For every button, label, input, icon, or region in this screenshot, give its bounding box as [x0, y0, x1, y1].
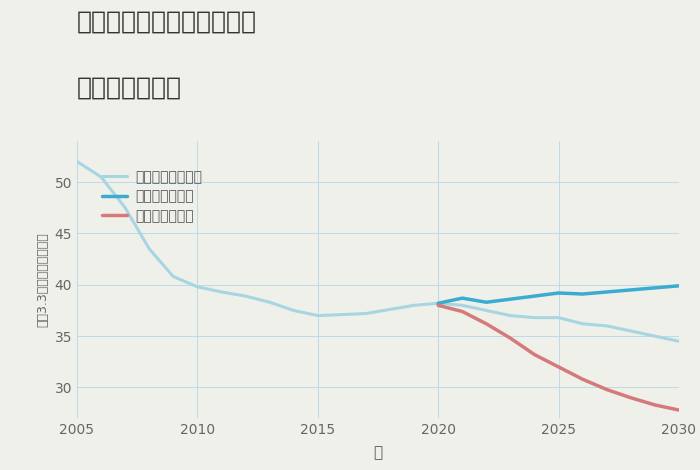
Text: 奈良県奈良市あやめ池北の: 奈良県奈良市あやめ池北の [77, 9, 257, 33]
ノーマルシナリオ [578, 321, 587, 327]
グッドシナリオ [626, 287, 635, 293]
バッドシナリオ [506, 336, 514, 341]
バッドシナリオ [603, 387, 611, 392]
バッドシナリオ [578, 376, 587, 382]
Text: 土地の価格推移: 土地の価格推移 [77, 75, 182, 99]
グッドシナリオ [434, 300, 442, 306]
グッドシナリオ [675, 283, 683, 289]
ノーマルシナリオ [241, 293, 250, 299]
バッドシナリオ [626, 395, 635, 400]
ノーマルシナリオ [626, 328, 635, 334]
グッドシナリオ [458, 295, 466, 301]
グッドシナリオ [531, 293, 539, 299]
Y-axis label: 坪（3.3㎡）単価（万円）: 坪（3.3㎡）単価（万円） [36, 232, 49, 327]
バッドシナリオ [434, 303, 442, 308]
ノーマルシナリオ [169, 274, 178, 279]
バッドシナリオ [482, 321, 491, 327]
グッドシナリオ [506, 297, 514, 302]
Legend: ノーマルシナリオ, グッドシナリオ, バッドシナリオ: ノーマルシナリオ, グッドシナリオ, バッドシナリオ [102, 170, 202, 223]
ノーマルシナリオ [482, 308, 491, 313]
グッドシナリオ [482, 299, 491, 305]
バッドシナリオ [675, 407, 683, 413]
ノーマルシナリオ [362, 311, 370, 316]
ノーマルシナリオ [458, 303, 466, 308]
バッドシナリオ [554, 364, 563, 370]
ノーマルシナリオ [434, 300, 442, 306]
ノーマルシナリオ [337, 312, 346, 317]
ノーマルシナリオ [193, 284, 202, 290]
ノーマルシナリオ [97, 174, 105, 180]
ノーマルシナリオ [290, 308, 298, 313]
グッドシナリオ [603, 289, 611, 295]
ノーマルシナリオ [121, 205, 130, 211]
ノーマルシナリオ [73, 159, 81, 164]
バッドシナリオ [651, 402, 659, 408]
ノーマルシナリオ [265, 299, 274, 305]
ノーマルシナリオ [506, 313, 514, 318]
ノーマルシナリオ [386, 306, 394, 312]
バッドシナリオ [458, 309, 466, 314]
Line: バッドシナリオ: バッドシナリオ [438, 306, 679, 410]
Line: ノーマルシナリオ: ノーマルシナリオ [77, 162, 679, 341]
Line: グッドシナリオ: グッドシナリオ [438, 286, 679, 303]
ノーマルシナリオ [145, 246, 153, 251]
ノーマルシナリオ [410, 303, 419, 308]
ノーマルシナリオ [217, 289, 225, 295]
ノーマルシナリオ [675, 338, 683, 344]
バッドシナリオ [531, 352, 539, 358]
ノーマルシナリオ [603, 323, 611, 329]
ノーマルシナリオ [651, 333, 659, 339]
グッドシナリオ [651, 285, 659, 290]
グッドシナリオ [554, 290, 563, 296]
ノーマルシナリオ [554, 315, 563, 321]
ノーマルシナリオ [531, 315, 539, 321]
ノーマルシナリオ [314, 313, 322, 318]
グッドシナリオ [578, 291, 587, 297]
X-axis label: 年: 年 [373, 446, 383, 461]
